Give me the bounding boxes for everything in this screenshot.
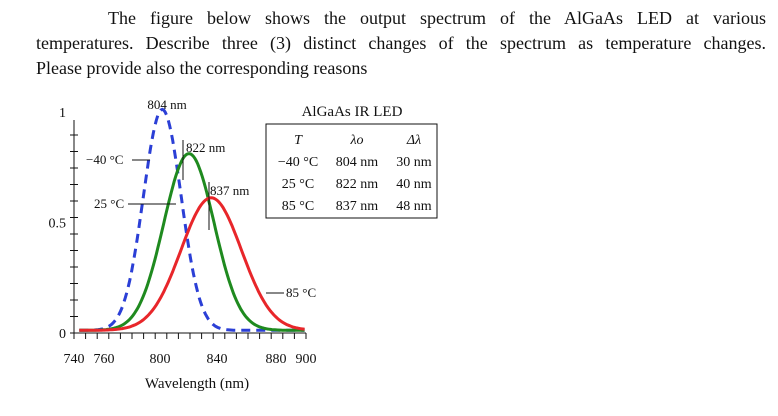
table-border: [265, 123, 438, 219]
x-axis-label: Wavelength (nm): [145, 376, 249, 392]
table-cell: −40 °C: [278, 155, 318, 170]
table-cell: 822 nm: [336, 177, 379, 192]
table-cell: 30 nm: [396, 155, 432, 170]
temp-label-minus40: −40 °C: [86, 152, 123, 167]
table-cell: 40 nm: [396, 177, 432, 192]
x-tick-label: 840: [207, 352, 228, 367]
peak-label-837: 837 nm: [210, 183, 249, 198]
table-cell: 85 °C: [282, 199, 314, 214]
table-cell: 48 nm: [396, 199, 432, 214]
x-tick-label: 760: [94, 352, 115, 367]
chart-curves: [79, 107, 305, 332]
temp-label-85: 85 °C: [286, 285, 316, 300]
peak-label-804: 804 nm: [147, 97, 186, 112]
temp-label-25: 25 °C: [94, 196, 124, 211]
peak-label-822: 822 nm: [186, 140, 225, 155]
x-tick-label: 880: [266, 352, 287, 367]
spectrum-curve-1: [79, 152, 305, 332]
question-text: The figure below shows the output spectr…: [36, 6, 766, 81]
question-line-1: The figure below shows the output spectr…: [108, 8, 766, 28]
table-cell: 837 nm: [336, 199, 379, 214]
y-tick-label: 0: [59, 327, 66, 342]
y-tick-label: 1: [59, 106, 66, 121]
chart-axes: 0 0.5 1 740 760 800 840 880 900 Wavelength (nm): [49, 106, 317, 392]
y-tick-label: 0.5: [49, 217, 67, 232]
question-line-2: temperatures. Describe three (3) distinc…: [36, 33, 766, 53]
question-line-3: Please provide also the corresponding re…: [36, 58, 368, 78]
data-table: AlGaAs IR LED T λo Δλ −40 °C 804 nm 30 nm 25 °C…: [265, 104, 438, 219]
table-header: T: [294, 133, 303, 148]
x-tick-label: 740: [64, 352, 85, 367]
spectrum-curve-2: [79, 196, 305, 332]
table-header: λo: [349, 133, 363, 148]
chart-title: AlGaAs IR LED: [302, 104, 403, 120]
table-header: Δλ: [406, 133, 421, 148]
chart-labels: 804 nm 822 nm 837 nm −40 °C 25 °C 85 °C: [86, 97, 316, 300]
table-cell: 804 nm: [336, 155, 379, 170]
table-cell: 25 °C: [282, 177, 314, 192]
x-tick-label: 900: [296, 352, 317, 367]
x-tick-label: 800: [150, 352, 171, 367]
